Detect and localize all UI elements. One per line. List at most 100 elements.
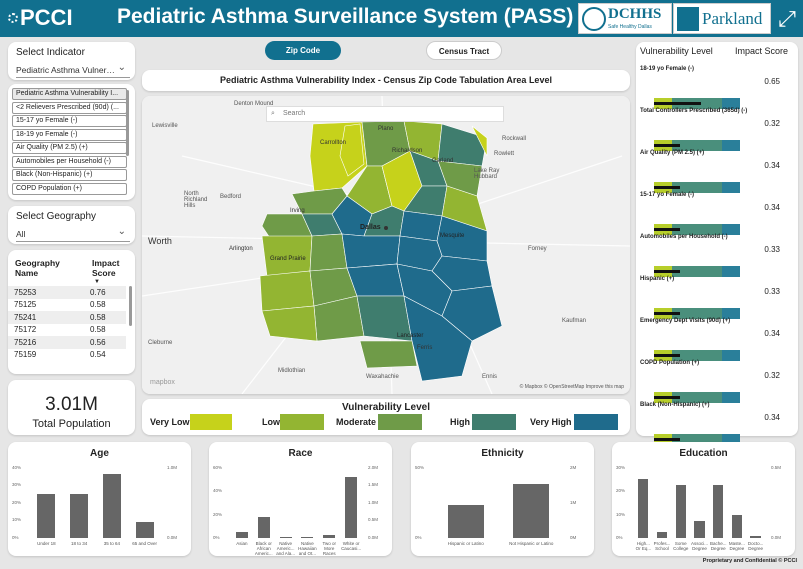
table-row[interactable]: 75253 0.76 <box>8 286 126 299</box>
age-chart-title: Age <box>90 448 109 459</box>
chart-bar[interactable] <box>675 485 686 538</box>
indicator-item[interactable]: 15-17 yo Female (-) <box>12 115 127 127</box>
map-place-label: Forney <box>528 246 547 252</box>
vuln-row-bar <box>654 392 740 403</box>
geo-table-scrollbar[interactable] <box>129 286 132 326</box>
chart-bar[interactable] <box>713 485 724 538</box>
pcci-logo-icon <box>8 13 18 23</box>
vulnerability-legend: Vulnerability Level Very Low Low Moderat… <box>142 399 630 435</box>
indicator-item[interactable]: <2 Relievers Prescribed (90d) (... <box>12 101 127 114</box>
chart-bar[interactable] <box>656 531 668 538</box>
chart-bar[interactable] <box>345 476 358 538</box>
chart-bar[interactable] <box>301 537 314 538</box>
y-axis-tick-left: 60% <box>213 464 223 470</box>
map-canvas[interactable] <box>142 96 630 394</box>
legend-swatch-very-low <box>190 414 232 430</box>
table-row[interactable]: 75172 0.58 <box>8 324 126 337</box>
census-tract-button[interactable]: Census Tract <box>426 41 502 60</box>
geography-table: 75253 0.76 75125 0.58 75241 0.58 75172 0.58 … <box>8 286 126 361</box>
map-place-label: Denton Mound <box>234 101 274 107</box>
table-row[interactable]: 75159 0.54 <box>8 349 126 362</box>
mapbox-logo[interactable]: mapbox <box>150 379 175 386</box>
geo-score-cell: 0.58 <box>89 300 106 310</box>
map-place-label: Mesquite <box>440 233 465 239</box>
chart-bar[interactable] <box>70 493 89 538</box>
indicator-dropdown[interactable]: Pediatric Asthma Vulner… ⌄ <box>16 62 130 78</box>
vuln-bar-indicator <box>654 396 680 399</box>
vuln-bar-indicator <box>654 312 680 315</box>
y-axis-tick-left: 0% <box>616 535 623 540</box>
vuln-row-score: 0.32 <box>764 371 780 380</box>
race-chart-title: Race <box>288 448 313 459</box>
vuln-row-label: 18-19 yo Female (-) <box>640 66 695 72</box>
chart-bar[interactable] <box>235 531 248 538</box>
zip-code-button[interactable]: Zip Code <box>265 41 341 60</box>
geo-score-cell: 0.58 <box>89 325 106 335</box>
vuln-bar-indicator <box>654 354 680 357</box>
vuln-bar-indicator <box>654 438 680 441</box>
chart-bar[interactable] <box>513 483 550 538</box>
map-attribution[interactable]: © Mapbox © OpenStreetMap Improve this ma… <box>519 384 624 390</box>
table-row[interactable]: 75216 0.56 <box>8 336 126 349</box>
indicator-scrollbar[interactable] <box>126 90 129 156</box>
y-axis-tick-left: 30% <box>12 482 22 488</box>
x-axis-category-label: Native Americ... and Ala... <box>276 541 295 556</box>
vuln-bar-segment <box>672 308 722 319</box>
indicator-item[interactable]: COPD Population (+) <box>12 182 127 195</box>
chevron-down-icon: ⌄ <box>117 62 126 73</box>
vuln-row-bar <box>654 182 740 193</box>
chart-bar[interactable] <box>323 535 336 538</box>
vuln-row-score: 0.33 <box>764 245 780 254</box>
dchhs-tagline: Safe Healthy Dallas <box>608 24 652 30</box>
chart-bar[interactable] <box>638 478 649 538</box>
race-chart-card: Race 0% 20% 40% 60% 0.0M 0.5M 1.0M 1.5M 2.0M Asia… <box>209 442 392 556</box>
x-axis-category-label: High... Or Eq... <box>635 541 652 551</box>
chart-bar[interactable] <box>257 516 270 538</box>
chart-bar[interactable] <box>447 505 484 538</box>
vuln-row-score: 0.33 <box>764 287 780 296</box>
indicator-item[interactable]: 18-19 yo Female (-) <box>12 128 127 141</box>
choropleth-map[interactable]: ⌕ Search Denton Mound Lewisville Plano Ca… <box>142 96 630 394</box>
chart-bar[interactable] <box>731 514 743 538</box>
legend-swatch-moderate <box>378 414 422 430</box>
map-place-label: Lewisville <box>152 123 178 129</box>
vuln-row-score: 0.34 <box>764 329 780 338</box>
y-axis-tick-left: 20% <box>213 511 223 517</box>
map-place-label: Carrollton <box>320 140 347 146</box>
geo-name-cell: 75253 <box>8 286 46 299</box>
table-row[interactable]: 75125 0.58 <box>8 299 126 312</box>
indicator-item[interactable]: Automobiles per Household (-) <box>12 155 127 168</box>
map-place-label: Waxahachie <box>366 374 399 380</box>
expand-icon[interactable]: ⤢ <box>778 6 796 31</box>
vuln-row-score: 0.34 <box>764 413 780 422</box>
vuln-row-score: 0.32 <box>764 119 780 128</box>
geo-score-cell: 0.54 <box>89 350 106 360</box>
vuln-row-label: Emergency Dept Visits (90d) (+) <box>640 318 731 324</box>
parkland-mark-icon <box>677 7 699 31</box>
vuln-bar-segment <box>672 224 722 235</box>
chart-bar[interactable] <box>750 535 761 538</box>
chart-bar[interactable] <box>37 493 56 538</box>
map-place-label: Bedford <box>220 194 242 200</box>
geography-dropdown[interactable]: All ⌄ <box>16 226 130 242</box>
geo-col-score-header[interactable]: Impact Score <box>92 258 120 278</box>
chart-bar[interactable] <box>694 521 705 538</box>
vuln-row-label: Black (Non-Hispanic) (+) <box>640 402 710 408</box>
map-place-label: Dallas <box>360 224 381 231</box>
x-axis-category-label: Two or More Races <box>322 541 336 556</box>
chart-bar[interactable] <box>102 473 121 538</box>
chart-bar[interactable] <box>279 537 292 538</box>
geo-col-name-header[interactable]: Geography Name <box>15 258 60 278</box>
indicator-item[interactable]: Pediatric Asthma Vulnerability I... <box>12 88 127 100</box>
x-axis-category-label: Hispanic or Latino <box>447 541 484 546</box>
table-row[interactable]: 75241 0.58 <box>8 311 126 324</box>
map-place-label: Ferris <box>417 345 433 351</box>
indicator-item[interactable]: Black (Non-Hispanic) (+) <box>12 169 127 181</box>
y-axis-tick-left: 30% <box>616 464 626 470</box>
indicator-item[interactable]: Air Quality (PM 2.5) (+) <box>12 142 127 154</box>
indicator-list: Pediatric Asthma Vulnerability I... <2 R… <box>12 88 127 196</box>
map-search-input[interactable]: ⌕ Search <box>266 106 504 122</box>
x-axis-category-label: Profes... School <box>653 541 671 551</box>
chart-bar[interactable] <box>135 521 154 538</box>
vuln-bar-indicator <box>654 186 680 189</box>
